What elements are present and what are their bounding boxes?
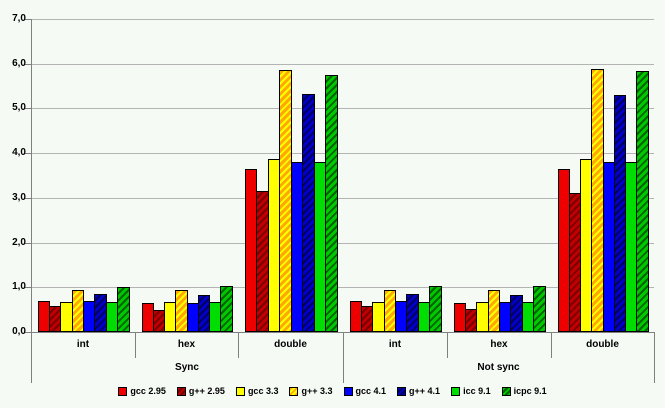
- legend-label: gcc 3.3: [247, 386, 279, 396]
- legend-label: icc 9.1: [463, 386, 491, 396]
- legend-marker-icon: [397, 386, 407, 396]
- x-category-label: int: [388, 339, 402, 350]
- legend-marker-icon: [289, 386, 299, 396]
- x-category-label: hex: [490, 339, 508, 350]
- gridline: [31, 108, 654, 109]
- y-axis-tick-label: 3,0: [12, 192, 26, 203]
- y-axis-tick-label: 5,0: [12, 102, 26, 113]
- y-axis-tick: [25, 287, 31, 288]
- legend-label: icpc 9.1: [513, 386, 547, 396]
- x-category-label: double: [274, 339, 307, 350]
- legend-label: gcc 2.95: [130, 386, 166, 396]
- y-axis-tick: [25, 108, 31, 109]
- legend-label: g++ 2.95: [188, 386, 225, 396]
- y-axis-tick-label: 0,0: [12, 326, 26, 337]
- y-axis-tick: [25, 332, 31, 333]
- legend-item-gcc-4-1: gcc 4.1: [343, 386, 387, 396]
- gridline: [31, 243, 654, 244]
- legend-label: g++ 3.3: [301, 386, 333, 396]
- bar-icpc-9-1-notsync-double: [636, 71, 649, 332]
- legend-marker-icon: [451, 386, 461, 396]
- y-axis-tick-label: 1,0: [12, 281, 26, 292]
- y-axis-tick-label: 7,0: [12, 13, 26, 24]
- y-axis-tick: [25, 19, 31, 20]
- y-axis-tick: [25, 153, 31, 154]
- legend-marker-icon: [176, 386, 186, 396]
- category-separator: [135, 332, 136, 358]
- gridline: [31, 64, 654, 65]
- bar-icpc-9-1-sync-int: [117, 287, 130, 332]
- bar-icpc-9-1-sync-double: [325, 75, 338, 332]
- gridline: [31, 153, 654, 154]
- y-axis-tick: [25, 198, 31, 199]
- legend-item-gpp-4-1: g++ 4.1: [397, 386, 440, 396]
- legend-item-icpc-9-1: icpc 9.1: [501, 386, 547, 396]
- legend-marker-icon: [501, 386, 511, 396]
- x-group-label: Not sync: [477, 362, 520, 373]
- legend-label: g++ 4.1: [409, 386, 441, 396]
- bar-icpc-9-1-sync-hex: [220, 286, 233, 332]
- legend: gcc 2.95 g++ 2.95 gcc 3.3 g++ 3.3 gcc 4.1 g++…: [0, 386, 665, 396]
- chart-right-border: [654, 332, 655, 383]
- bar-icpc-9-1-notsync-hex: [533, 286, 546, 332]
- group-separator: [343, 332, 344, 383]
- y-axis-tick: [25, 243, 31, 244]
- category-separator: [238, 332, 239, 358]
- y-axis-tick-label: 4,0: [12, 147, 26, 158]
- legend-item-gcc-2-95: gcc 2.95: [118, 386, 166, 396]
- y-axis-tick-label: 2,0: [12, 237, 26, 248]
- legend-item-gpp-2-95: g++ 2.95: [176, 386, 225, 396]
- x-category-label: hex: [177, 339, 196, 350]
- legend-item-gpp-3-3: g++ 3.3: [289, 386, 333, 396]
- x-category-label: int: [76, 339, 90, 350]
- legend-item-gcc-3-3: gcc 3.3: [235, 386, 279, 396]
- x-axis-line: [31, 332, 654, 333]
- x-category-label: double: [586, 339, 619, 350]
- legend-marker-icon: [235, 386, 245, 396]
- gridline: [31, 287, 654, 288]
- gridline: [31, 19, 654, 20]
- legend-marker-icon: [118, 386, 128, 396]
- gridline: [31, 198, 654, 199]
- category-separator: [551, 332, 552, 358]
- category-separator: [447, 332, 448, 358]
- x-group-label: Sync: [175, 362, 199, 373]
- y-axis-tick-label: 6,0: [12, 58, 26, 69]
- y-axis-tick: [25, 64, 31, 65]
- y-axis-line: [31, 19, 32, 383]
- legend-item-icc-9-1: icc 9.1: [451, 386, 491, 396]
- legend-label: gcc 4.1: [355, 386, 387, 396]
- bar-icpc-9-1-notsync-int: [429, 286, 442, 332]
- legend-marker-icon: [343, 386, 353, 396]
